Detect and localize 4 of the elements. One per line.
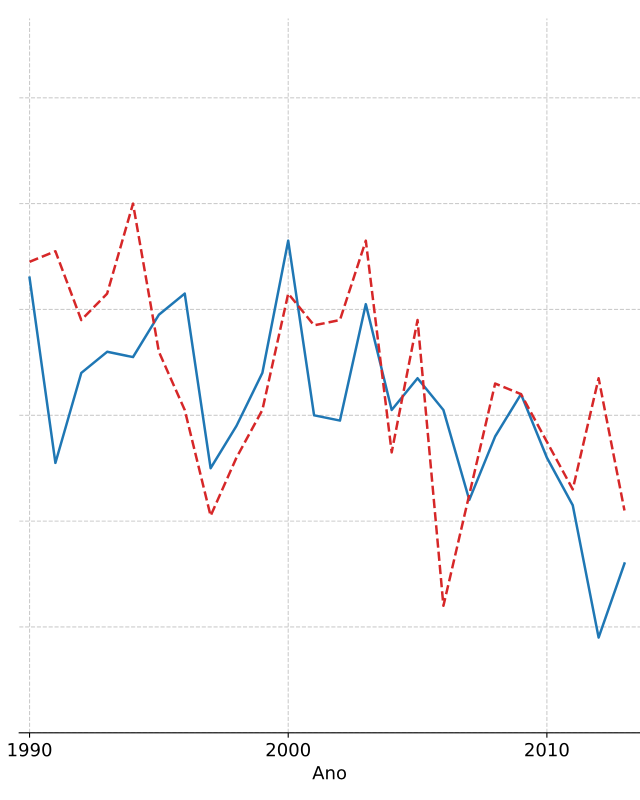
x-tick-label: 1990 [8, 742, 52, 756]
x-axis-title: Ano [312, 766, 346, 780]
x-tick-label: 2000 [266, 742, 310, 756]
x-tick-label: 2010 [525, 742, 569, 756]
